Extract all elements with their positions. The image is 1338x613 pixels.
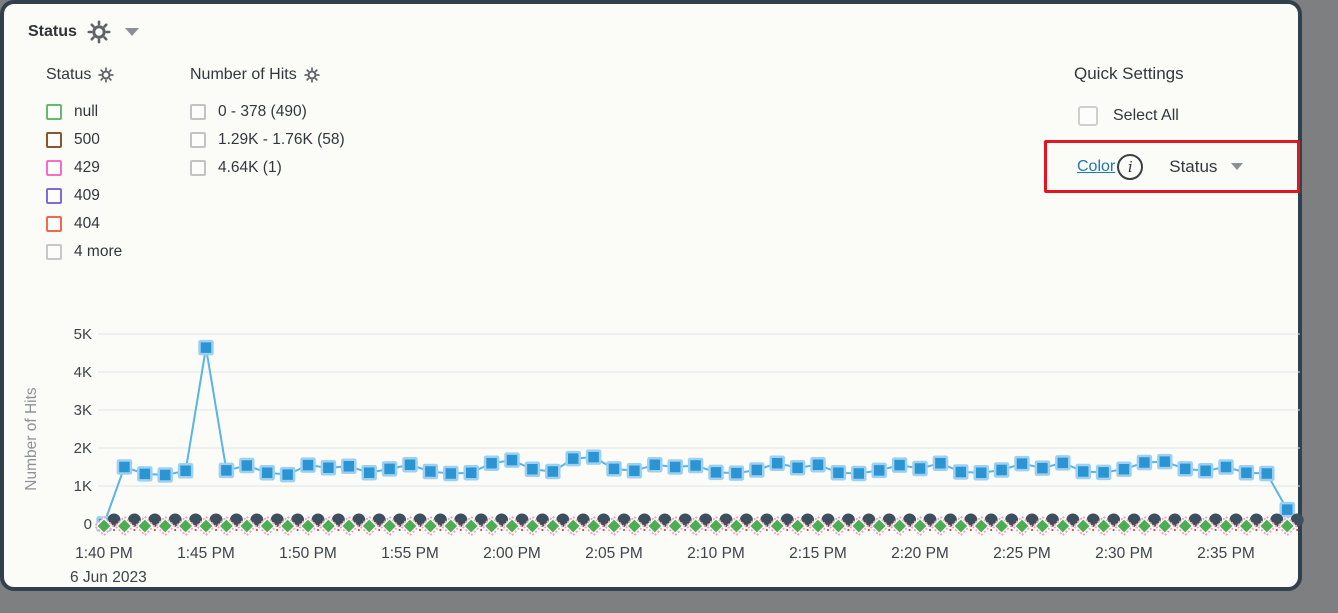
hits-filter-item[interactable]: 0 - 378 (490) [190, 98, 345, 126]
status-checkbox[interactable] [46, 244, 62, 260]
status-checkbox[interactable] [46, 188, 62, 204]
svg-text:2:35 PM: 2:35 PM [1197, 545, 1255, 562]
quick-settings-title: Quick Settings [1074, 64, 1184, 83]
hits-filter-item-label: 4.64K (1) [218, 159, 282, 176]
widget-menu-caret-icon[interactable] [124, 28, 139, 36]
color-by-value: Status [1169, 156, 1218, 176]
hits-filter-title: Number of Hits [190, 66, 297, 83]
svg-text:1:55 PM: 1:55 PM [381, 545, 439, 562]
hits-filter-item[interactable]: 1.29K - 1.76K (58) [190, 126, 345, 154]
color-link[interactable]: Color [1077, 157, 1116, 175]
select-all-label: Select All [1113, 107, 1179, 124]
select-all-checkbox[interactable] [1078, 106, 1098, 126]
color-by-caret-icon [1231, 163, 1244, 170]
status-checkbox[interactable] [46, 104, 62, 120]
status-checkbox[interactable] [46, 160, 62, 176]
color-setting-highlight-box: Color i Status [1044, 140, 1300, 193]
status-filter-item[interactable]: 4 more [46, 238, 122, 266]
svg-text:1:45 PM: 1:45 PM [177, 545, 235, 562]
status-filter-gear-icon[interactable] [98, 67, 115, 83]
svg-text:1K: 1K [74, 478, 92, 495]
status-filter-item-label: 4 more [74, 243, 123, 260]
svg-text:2:00 PM: 2:00 PM [483, 545, 541, 562]
status-filter-item[interactable]: 409 [46, 182, 122, 210]
svg-text:2K: 2K [74, 440, 92, 457]
hits-timeseries-chart[interactable]: 0 1K 2K 3K 4K 5K Number of Hits 1:40 PM 1:45 PM 1… [4, 302, 1304, 592]
status-filter-item[interactable]: 500 [46, 126, 122, 154]
svg-text:2:10 PM: 2:10 PM [687, 545, 745, 562]
status-filter-list: null 500 429 409 [46, 98, 122, 266]
status-filter-item-label: 409 [74, 187, 100, 204]
hits-checkbox[interactable] [190, 132, 206, 148]
svg-text:2:05 PM: 2:05 PM [585, 545, 643, 562]
widget-header: Status [28, 20, 139, 44]
widget-title: Status [28, 23, 77, 40]
hits-filter-header: Number of Hits [190, 66, 345, 84]
hits-checkbox[interactable] [190, 104, 206, 120]
status-filter-item-label: null [74, 103, 99, 120]
status-checkbox[interactable] [46, 132, 62, 148]
status-filter-item-label: 500 [74, 131, 100, 148]
info-icon[interactable]: i [1117, 153, 1144, 180]
hits-filter-section: Number of Hits 0 - [190, 66, 345, 182]
hits-filter-gear-icon[interactable] [304, 67, 320, 83]
svg-text:2:15 PM: 2:15 PM [789, 545, 847, 562]
select-all-control[interactable]: Select All [1078, 106, 1306, 126]
svg-text:2:25 PM: 2:25 PM [993, 545, 1051, 562]
hits-filter-item-label: 0 - 378 (490) [218, 103, 307, 120]
hits-filter-list: 0 - 378 (490) 1.29K - 1.76K (58) 4.64K (… [190, 98, 345, 182]
widget-settings-gear-icon[interactable] [87, 20, 111, 44]
status-filter-header: Status [46, 66, 122, 84]
quick-settings-section: Quick Settings Select All Color i Status [1044, 64, 1306, 193]
status-filter-item[interactable]: 404 [46, 210, 122, 238]
color-by-dropdown[interactable]: Status [1169, 156, 1244, 177]
status-filter-item-label: 429 [74, 159, 100, 176]
svg-text:1:50 PM: 1:50 PM [279, 545, 337, 562]
hits-checkbox[interactable] [190, 160, 206, 176]
status-filter-title: Status [46, 66, 92, 83]
hits-filter-item-label: 1.29K - 1.76K (58) [218, 131, 345, 148]
status-filter-item[interactable]: null [46, 98, 122, 126]
svg-text:4K: 4K [74, 364, 92, 381]
svg-text:3K: 3K [74, 402, 92, 419]
status-filter-section: Status null [46, 66, 122, 266]
svg-text:6 Jun 2023: 6 Jun 2023 [70, 569, 147, 586]
svg-text:2:30 PM: 2:30 PM [1095, 545, 1153, 562]
status-checkbox[interactable] [46, 216, 62, 232]
hits-filter-item[interactable]: 4.64K (1) [190, 154, 345, 182]
status-filter-item[interactable]: 429 [46, 154, 122, 182]
svg-text:0: 0 [84, 516, 92, 533]
status-filter-item-label: 404 [74, 215, 100, 232]
svg-text:Number of Hits: Number of Hits [23, 387, 40, 491]
status-widget-panel: Status Status [0, 0, 1304, 592]
svg-text:1:40 PM: 1:40 PM [75, 545, 133, 562]
svg-text:5K: 5K [74, 326, 92, 343]
svg-text:2:20 PM: 2:20 PM [891, 545, 949, 562]
